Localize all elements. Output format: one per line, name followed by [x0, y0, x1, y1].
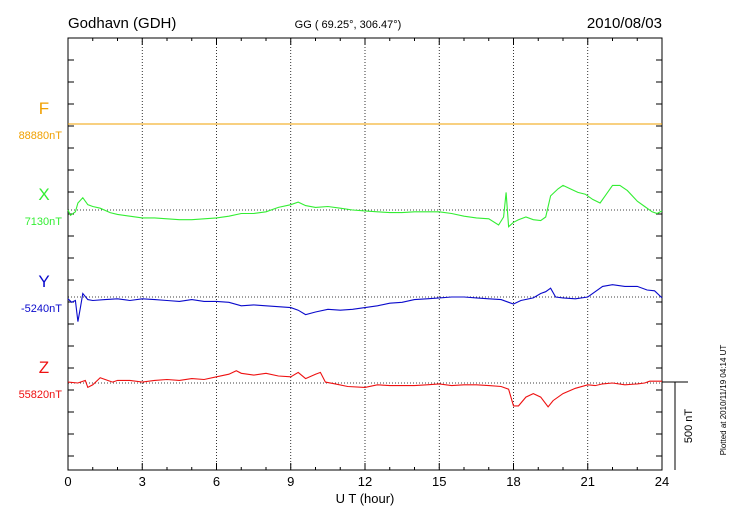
baseline-value-z: 55820nT [19, 389, 63, 401]
gridlines [141, 38, 589, 470]
series-lines [67, 123, 663, 408]
x-tick-label: 15 [432, 474, 446, 489]
x-tick-label: 18 [506, 474, 520, 489]
baseline-value-x: 7130nT [25, 216, 63, 228]
series-line-x [67, 184, 663, 228]
baseline-value-f: 88880nT [19, 130, 63, 142]
x-tick-label: 6 [213, 474, 220, 489]
plotted-timestamp: Plotted at 2010/11/19 04:14 UT [719, 345, 728, 456]
axis-ticks [67, 38, 663, 470]
station-coordinates: GG ( 69.25°, 306.47°) [295, 19, 402, 31]
series-name-f: F [39, 99, 49, 118]
x-tick-labels: 0 3 6 9 12 15 18 21 24 [64, 474, 669, 489]
x-tick-label: 0 [64, 474, 71, 489]
x-tick-label: 3 [139, 474, 146, 489]
x-axis-label: U T (hour) [336, 491, 395, 506]
series-name-z: Z [39, 358, 49, 377]
x-tick-label: 9 [287, 474, 294, 489]
date-label: 2010/08/03 [587, 15, 662, 32]
x-tick-label: 12 [358, 474, 372, 489]
series-name-y: Y [38, 272, 49, 291]
scale-bar: 500 nT [662, 381, 695, 470]
x-tick-label: 21 [581, 474, 595, 489]
baseline-value-y: -5240nT [21, 303, 62, 315]
scale-bar-label: 500 nT [683, 409, 695, 444]
series-line-z [67, 370, 662, 408]
x-tick-label: 24 [655, 474, 669, 489]
series-name-x: X [38, 185, 49, 204]
station-title: Godhavn (GDH) [68, 15, 176, 32]
series-labels: F 88880nT X 7130nT Y -5240nT Z 55820nT [19, 99, 63, 401]
series-line-y [67, 284, 663, 322]
